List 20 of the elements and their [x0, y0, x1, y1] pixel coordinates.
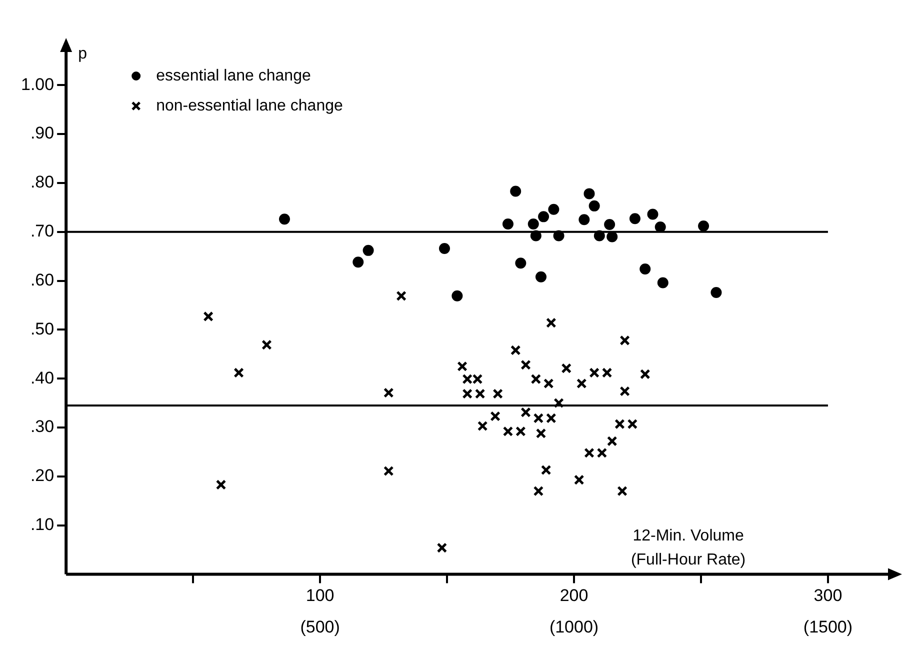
x-tick-label: 100	[306, 586, 334, 606]
x-axis-title: 12-Min. Volume (Full-Hour Rate)	[630, 528, 746, 569]
legend-label: essential lane change	[156, 67, 311, 84]
x2-tick-label: (1500)	[803, 617, 853, 636]
y-axis-title: p	[78, 45, 88, 62]
y-tick-label: .50	[30, 319, 54, 338]
y-tick-label: .10	[30, 514, 54, 534]
y-tick-label: .40	[30, 368, 54, 388]
x2-tick-label: (1000)	[549, 617, 599, 636]
legend-label: non-essential lane change	[156, 97, 343, 114]
x-tick-label: 200	[560, 586, 588, 606]
y-tick-label: .80	[30, 172, 54, 192]
x-tick-label: 300	[814, 586, 842, 606]
y-tick-label: .60	[30, 270, 54, 290]
x2-tick-label: (500)	[300, 617, 340, 636]
y-tick-label: .70	[30, 222, 54, 241]
y-tick-label: .90	[30, 124, 54, 143]
y-tick-label: .20	[30, 466, 54, 486]
y-tick-label: .30	[30, 417, 54, 436]
y-tick-label: 1.00	[20, 74, 54, 94]
